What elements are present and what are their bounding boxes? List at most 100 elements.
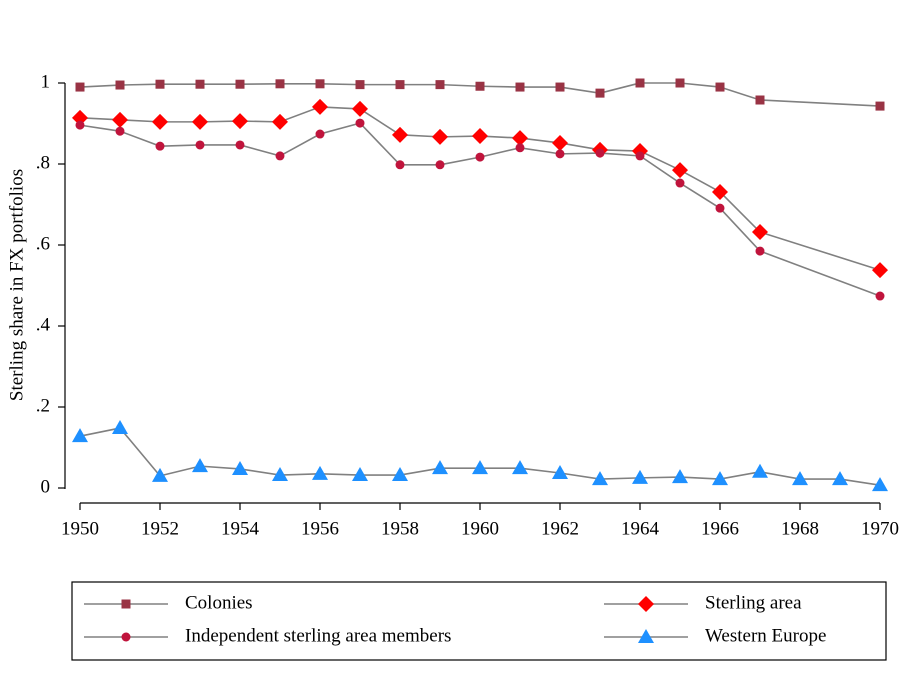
marker [715,82,725,92]
marker [75,120,85,130]
marker [192,458,208,473]
marker [552,465,568,480]
marker [752,224,768,241]
marker [512,130,528,147]
marker [875,101,885,111]
y-tick-label: .8 [36,152,50,173]
marker [395,80,405,90]
x-tick-label: 1954 [221,518,260,539]
marker [192,113,208,130]
marker [752,463,768,478]
marker [432,128,448,145]
marker [555,149,565,159]
legend-label: Colonies [185,592,253,613]
marker [272,467,288,482]
marker [672,469,688,484]
marker [595,148,605,158]
marker [638,596,654,612]
marker [155,141,165,151]
marker [675,78,685,88]
marker [792,471,808,486]
x-tick-label: 1962 [541,518,579,539]
marker [312,98,328,115]
x-tick-label: 1950 [61,518,99,539]
marker [355,80,365,90]
legend-label: Sterling area [705,592,802,613]
marker [755,95,765,105]
y-tick-label: 0 [41,476,51,497]
marker [392,467,408,482]
x-tick-label: 1968 [781,518,819,539]
x-tick-label: 1970 [861,518,899,539]
marker [392,126,408,143]
marker [435,80,445,90]
marker [638,629,654,643]
marker [312,465,328,480]
marker [635,78,645,88]
marker [712,183,728,200]
marker [195,140,205,150]
marker [715,203,725,213]
y-tick-label: 1 [41,71,51,92]
marker [515,143,525,153]
marker [675,178,685,188]
marker [555,82,565,92]
marker [672,162,688,179]
marker [872,477,888,492]
marker [352,467,368,482]
x-tick-label: 1960 [461,518,499,539]
marker [195,79,205,89]
marker [75,82,85,92]
marker [115,80,125,90]
marker [272,113,288,130]
marker [475,152,485,162]
x-tick-label: 1958 [381,518,419,539]
marker [832,471,848,486]
marker [872,262,888,279]
marker [235,79,245,89]
marker [232,460,248,475]
x-tick-label: 1964 [621,518,660,539]
marker [475,81,485,91]
marker [152,467,168,482]
legend-box [71,581,887,661]
legend-label: Independent sterling area members [185,625,451,646]
marker [112,420,128,435]
marker [435,160,445,170]
marker [112,111,128,128]
marker [355,118,365,128]
marker [121,632,131,642]
marker [152,113,168,130]
x-tick-label: 1956 [301,518,339,539]
marker [72,109,88,126]
marker [592,471,608,486]
marker [275,79,285,89]
marker [155,79,165,89]
x-tick-label: 1952 [141,518,179,539]
y-tick-label: .6 [36,233,50,254]
marker [121,599,131,609]
marker [472,460,488,475]
marker [635,151,645,161]
marker [232,113,248,130]
marker [275,151,285,161]
y-tick-label: .2 [36,395,50,416]
marker [552,134,568,151]
marker [315,129,325,139]
marker [472,128,488,145]
legend-label: Western Europe [705,625,826,646]
marker [235,140,245,150]
y-axis-label: Sterling share in FX portfolios [6,169,27,401]
marker [512,460,528,475]
marker [712,471,728,486]
marker [432,460,448,475]
marker [515,82,525,92]
marker [72,428,88,443]
x-tick-label: 1966 [701,518,739,539]
marker [315,79,325,89]
marker [115,126,125,136]
y-tick-label: .4 [36,314,51,335]
marker [595,88,605,98]
